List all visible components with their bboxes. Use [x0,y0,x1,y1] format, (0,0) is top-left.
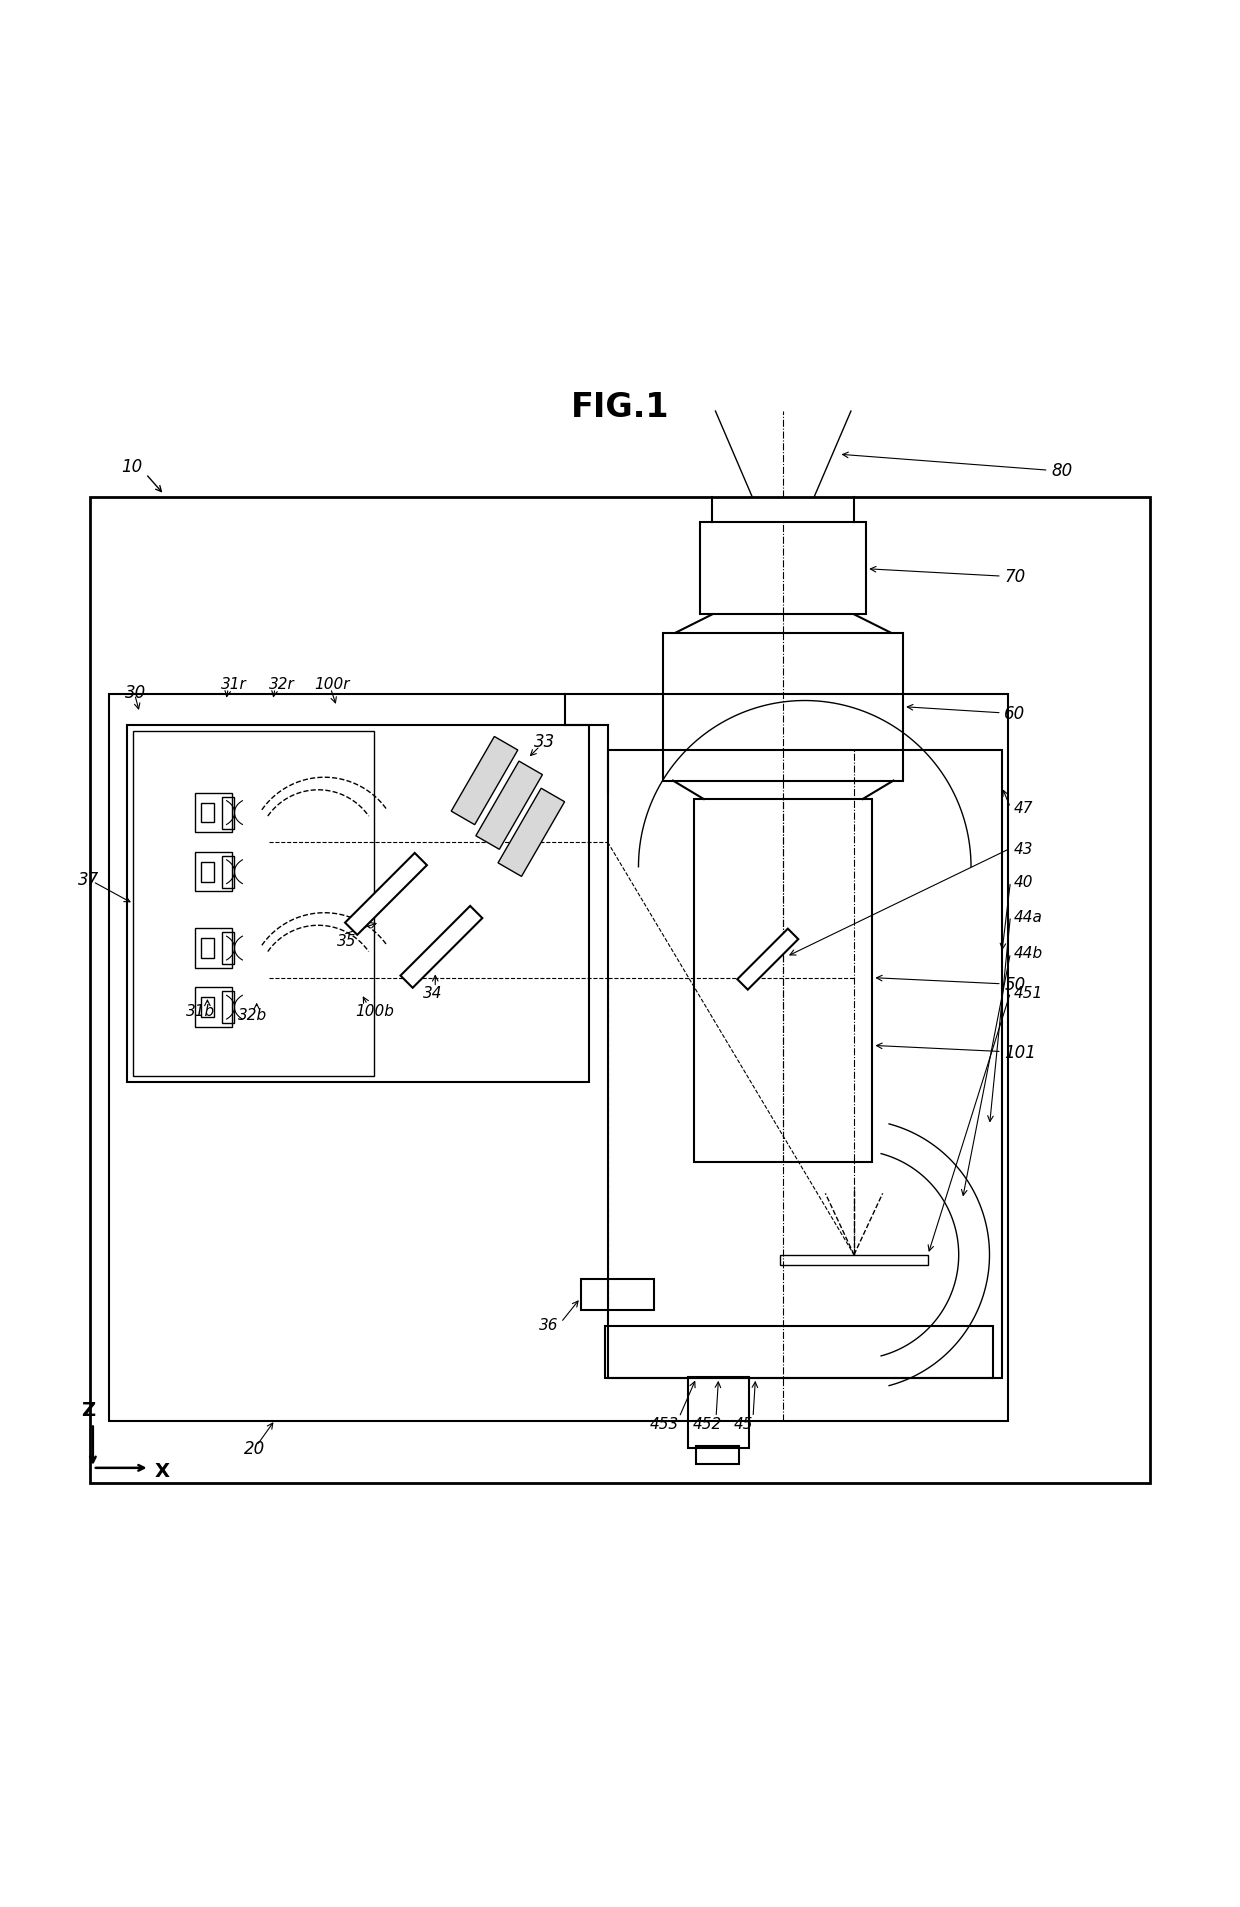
Bar [201,938,213,959]
Bar [201,997,213,1018]
Text: 32r: 32r [269,677,295,692]
Text: X: X [155,1461,170,1480]
Bar [222,797,234,830]
Text: 100r: 100r [315,677,350,692]
Text: 34: 34 [423,986,443,1001]
Polygon shape [738,929,799,990]
Text: 452: 452 [693,1417,722,1432]
Text: 101: 101 [1004,1043,1037,1060]
Bar [780,1255,928,1264]
Text: 45: 45 [733,1417,753,1432]
Bar [222,992,234,1024]
Text: 451: 451 [1014,986,1043,1001]
Text: 31r: 31r [221,677,247,692]
Polygon shape [345,854,427,934]
Bar [688,1377,749,1449]
Text: 50: 50 [1004,974,1025,994]
Bar [663,633,903,782]
Text: 35: 35 [337,934,356,948]
Text: 30: 30 [125,683,146,702]
Bar [201,803,213,824]
Text: 43: 43 [1014,841,1034,856]
Bar [195,852,232,892]
Text: 40: 40 [1014,875,1034,889]
Text: 36: 36 [539,1318,558,1333]
Bar [580,1280,655,1310]
Text: Z: Z [81,1400,95,1419]
Text: 31b: 31b [186,1003,216,1018]
Bar [697,1446,739,1465]
Bar [694,799,873,1163]
Bar [91,498,1149,1484]
Text: 20: 20 [244,1440,265,1457]
Bar [195,793,232,833]
Bar [701,523,867,614]
Bar [605,1327,993,1379]
Text: 80: 80 [1052,461,1073,481]
Text: 60: 60 [1004,704,1025,723]
Bar [134,732,373,1077]
Polygon shape [498,789,564,877]
Polygon shape [401,906,482,988]
Text: 32b: 32b [238,1007,268,1022]
Polygon shape [476,761,542,851]
Bar [608,749,1002,1379]
Text: 70: 70 [1004,568,1025,585]
Bar [201,862,213,883]
Bar [222,933,234,965]
Text: 10: 10 [122,458,143,477]
Bar [195,988,232,1028]
Text: 33: 33 [533,732,556,751]
Text: 44a: 44a [1014,910,1043,925]
Text: 47: 47 [1014,801,1034,816]
Bar [222,856,234,889]
Text: 100b: 100b [355,1003,394,1018]
Bar [128,727,589,1083]
Text: 37: 37 [78,871,99,889]
Text: 453: 453 [650,1417,680,1432]
Text: FIG.1: FIG.1 [570,391,670,423]
Text: 44b: 44b [1014,946,1043,961]
Bar [109,694,1008,1421]
Polygon shape [451,738,518,826]
Bar [195,929,232,969]
